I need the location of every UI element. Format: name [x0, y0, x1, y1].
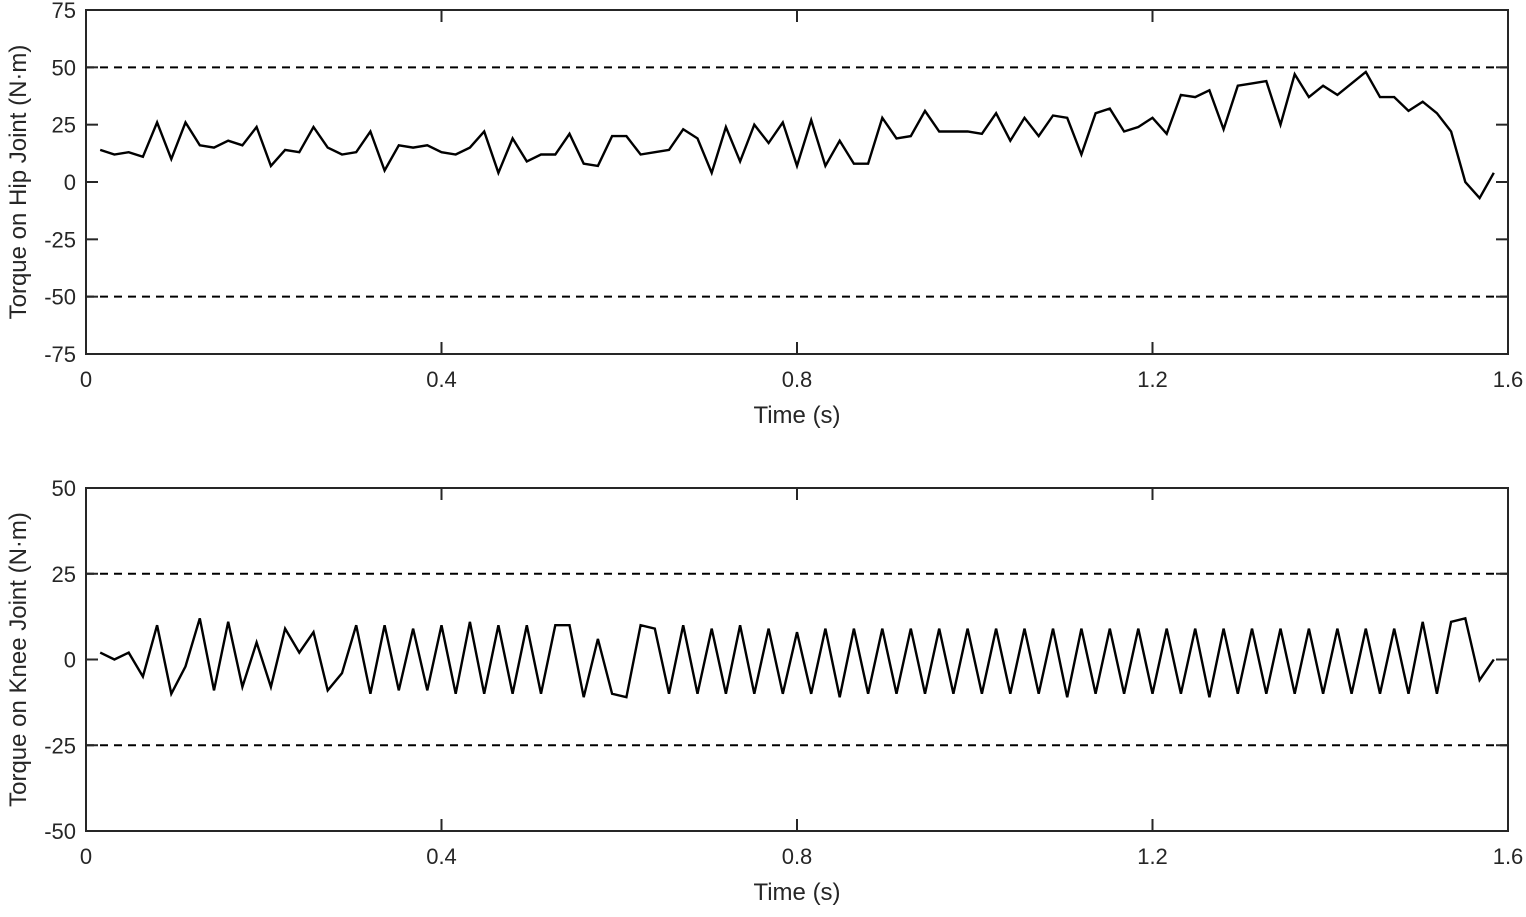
hip-x-tick-label: 1.2: [1137, 367, 1168, 392]
knee-y-tick-label: 25: [52, 562, 76, 587]
hip-x-tick-label: 1.6: [1493, 367, 1524, 392]
knee-axes-box: [86, 488, 1508, 831]
knee-y-tick-label: 0: [64, 648, 76, 673]
knee-x-tick-label: 1.2: [1137, 844, 1168, 869]
hip-x-tick-label: 0.8: [782, 367, 813, 392]
hip-y-tick-label: 0: [64, 170, 76, 195]
knee-x-tick-label: 1.6: [1493, 844, 1524, 869]
knee-y-tick-label: -50: [44, 819, 76, 844]
hip-y-tick-label: 25: [52, 113, 76, 138]
hip-y-tick-label: -50: [44, 285, 76, 310]
knee-y-axis-title: Torque on Knee Joint (N·m): [5, 512, 32, 807]
knee-y-tick-label: -25: [44, 733, 76, 758]
hip-torque-line: [100, 72, 1494, 198]
hip-y-tick-label: 75: [52, 0, 76, 23]
knee-x-axis-title: Time (s): [753, 879, 840, 906]
hip-y-axis-title: Torque on Hip Joint (N·m): [5, 45, 32, 320]
knee-x-tick-label: 0.4: [426, 844, 457, 869]
hip-y-tick-label: -25: [44, 227, 76, 252]
hip-y-tick-label: -75: [44, 342, 76, 367]
knee-torque-chart: 0 0.4 0.8 1.2 1.6 50 25 0 -25 -50 Time (s) Torque o…: [5, 476, 1523, 906]
hip-torque-chart: 0 0.4 0.8 1.2 1.6 75 50 25 0 -25 -50 -75 Time (s) Tor…: [5, 0, 1523, 429]
hip-x-axis-title: Time (s): [753, 402, 840, 429]
knee-x-tick-label: 0.8: [782, 844, 813, 869]
hip-y-tick-label: 50: [52, 55, 76, 80]
hip-x-tick-label: 0: [80, 367, 92, 392]
knee-y-tick-label: 50: [52, 476, 76, 501]
knee-x-tick-label: 0: [80, 844, 92, 869]
hip-axes-box: [86, 10, 1508, 354]
hip-x-tick-label: 0.4: [426, 367, 457, 392]
knee-torque-line: [100, 618, 1494, 697]
